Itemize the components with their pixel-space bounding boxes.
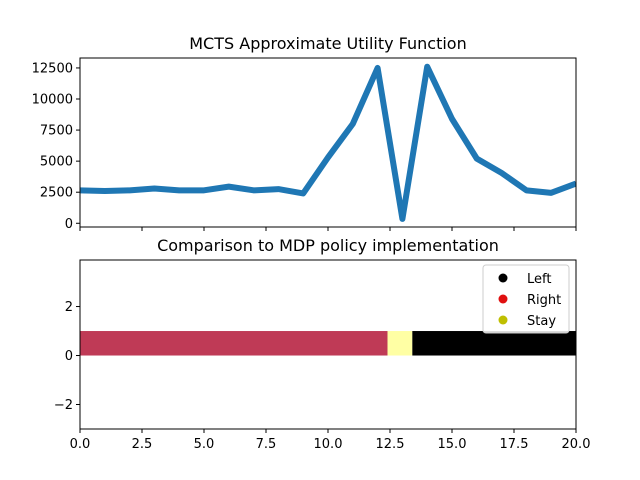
policy-x-tick-label: 0.0 bbox=[70, 437, 91, 452]
legend-label-stay: Stay bbox=[527, 314, 556, 329]
policy-y-tick-label: 2 bbox=[65, 300, 73, 315]
utility-x-ticks bbox=[79, 227, 577, 231]
legend-marker-left bbox=[498, 273, 508, 283]
policy-x-tick-label: 12.5 bbox=[376, 437, 405, 452]
policy-x-tick-label: 20.0 bbox=[562, 437, 591, 452]
policy-y-ticks: −2 0 2 bbox=[54, 300, 80, 413]
policy-chart-title: Comparison to MDP policy implementation bbox=[157, 236, 499, 255]
utility-y-tick-label: 10000 bbox=[32, 93, 73, 108]
policy-x-tick-label: 5.0 bbox=[194, 437, 215, 452]
policy-x-tick-label: 10.0 bbox=[314, 437, 343, 452]
policy-x-ticks: 0.0 2.5 5.0 7.5 10.0 12.5 15.0 17.5 20.0 bbox=[70, 429, 591, 452]
legend-label-right: Right bbox=[527, 293, 561, 308]
policy-x-tick-label: 7.5 bbox=[256, 437, 277, 452]
policy-legend: Left Right Stay bbox=[482, 264, 570, 334]
utility-y-tick-label: 2500 bbox=[40, 186, 73, 201]
utility-y-ticks: 0 2500 5000 7500 10000 12500 bbox=[32, 61, 80, 232]
policy-y-tick-label: −2 bbox=[54, 398, 73, 413]
policy-y-tick-label: 0 bbox=[65, 349, 73, 364]
utility-y-tick-label: 12500 bbox=[32, 61, 73, 76]
policy-x-tick-label: 2.5 bbox=[132, 437, 153, 452]
utility-y-tick-label: 5000 bbox=[40, 155, 73, 170]
utility-line bbox=[80, 63, 576, 222]
legend-marker-right bbox=[498, 294, 508, 304]
utility-y-tick-label: 0 bbox=[65, 217, 73, 232]
policy-segments bbox=[80, 331, 576, 356]
utility-plot-area bbox=[80, 63, 576, 222]
policy-segment-2 bbox=[412, 331, 576, 356]
legend-marker-stay bbox=[498, 315, 508, 325]
legend-label-left: Left bbox=[527, 272, 551, 287]
utility-chart: MCTS Approximate Utility Function 0 2500 5… bbox=[32, 34, 577, 232]
policy-chart: Comparison to MDP policy implementation … bbox=[54, 236, 591, 452]
utility-chart-title: MCTS Approximate Utility Function bbox=[189, 34, 466, 53]
policy-segment-0 bbox=[80, 331, 388, 356]
policy-segment-1 bbox=[387, 331, 413, 356]
policy-x-tick-label: 17.5 bbox=[500, 437, 529, 452]
policy-x-tick-label: 15.0 bbox=[438, 437, 467, 452]
utility-y-tick-label: 7500 bbox=[40, 124, 73, 139]
